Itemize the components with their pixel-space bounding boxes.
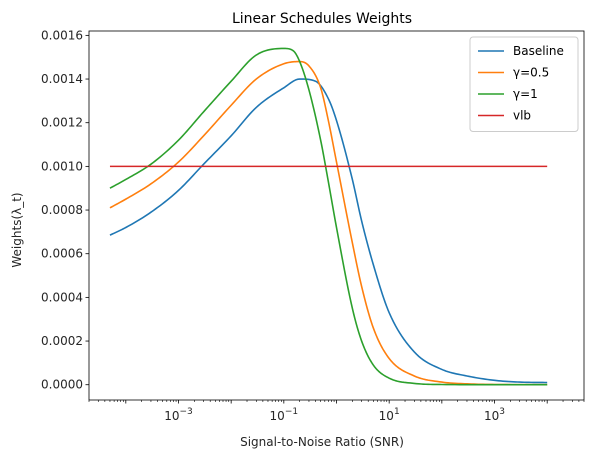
- legend-label: Baseline: [513, 44, 564, 58]
- chart-title: Linear Schedules Weights: [232, 11, 412, 27]
- y-tick-label: 0.0012: [41, 116, 83, 130]
- y-tick-label: 0.0008: [41, 203, 83, 217]
- x-tick-label: 103: [484, 407, 505, 423]
- series-line-2: [109, 60, 548, 386]
- x-axis-ticks: 10−3 10−1 101 103: [88, 400, 585, 423]
- y-axis-ticks: 0.0000 0.0002 0.0004 0.0006 0.0008 0.0010 0.00…: [41, 28, 89, 392]
- y-tick-label: 0.0016: [41, 28, 83, 42]
- y-axis-label: Weights(λ_t): [10, 192, 24, 267]
- y-tick-label: 0.0006: [41, 247, 83, 261]
- x-axis-label: Signal-to-Noise Ratio (SNR): [240, 435, 404, 449]
- legend-box: [469, 36, 579, 132]
- y-tick-label: 0.0004: [41, 290, 83, 304]
- legend-label: γ=1: [513, 87, 538, 101]
- series-line-1: [109, 78, 548, 384]
- x-tick-label: 10−1: [270, 407, 299, 423]
- legend-label: γ=0.5: [513, 66, 549, 80]
- legend-label: vlb: [513, 109, 531, 123]
- y-tick-label: 0.0014: [41, 72, 83, 86]
- y-tick-label: 0.0010: [41, 159, 83, 173]
- plot-lines: [109, 47, 548, 386]
- x-tick-label: 10−3: [164, 407, 193, 423]
- x-tick-label: 101: [379, 407, 400, 423]
- legend: Baseline γ=0.5 γ=1 vlb: [469, 36, 579, 132]
- series-line-3: [109, 47, 548, 386]
- y-tick-label: 0.0002: [41, 334, 83, 348]
- y-tick-label: 0.0000: [41, 378, 83, 392]
- axes-frame: [88, 30, 585, 401]
